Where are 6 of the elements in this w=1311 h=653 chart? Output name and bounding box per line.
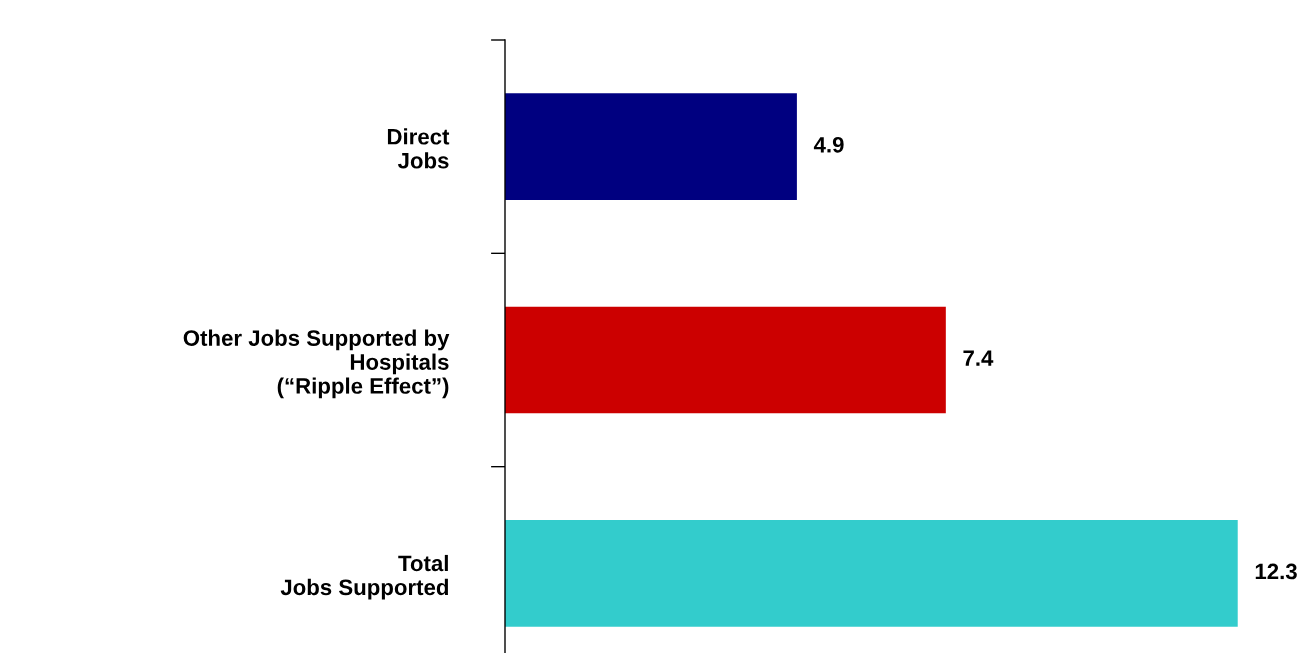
data-label: 7.4	[963, 350, 994, 366]
y-tick-label: Total Jobs Supported	[280, 554, 448, 600]
y-tick-label: Other Jobs Supported by Hospitals (“Ripple Effect”)	[183, 329, 450, 399]
data-label: 4.9	[813, 136, 844, 153]
y-tick-label: Direct Jobs	[387, 128, 450, 169]
data-label: 12.3	[1255, 563, 1297, 580]
